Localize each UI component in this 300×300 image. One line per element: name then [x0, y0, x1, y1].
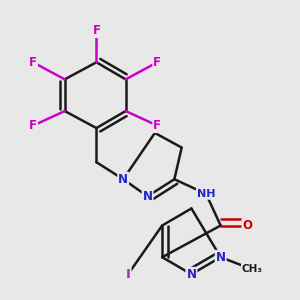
- Text: N: N: [142, 190, 153, 203]
- Text: N: N: [186, 268, 197, 281]
- Text: N: N: [118, 173, 128, 186]
- Text: I: I: [126, 268, 130, 281]
- Text: F: F: [92, 24, 101, 37]
- Text: N: N: [216, 251, 226, 264]
- Text: F: F: [29, 119, 37, 132]
- Text: F: F: [153, 119, 161, 132]
- Text: F: F: [153, 56, 161, 69]
- Text: O: O: [242, 219, 252, 232]
- Text: F: F: [29, 56, 37, 69]
- Text: NH: NH: [197, 189, 215, 199]
- Text: CH₃: CH₃: [242, 264, 263, 274]
